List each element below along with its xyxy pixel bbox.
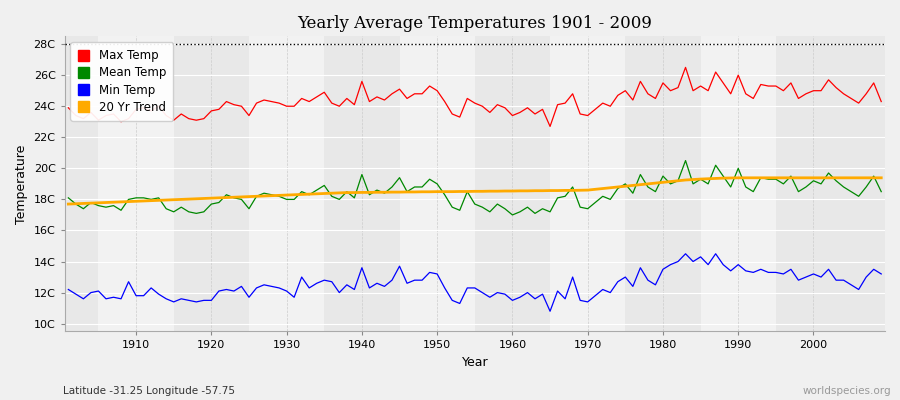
Min Temp [63,287,74,292]
Mean Temp [876,189,886,194]
Mean Temp [123,197,134,202]
Bar [98,36,174,332]
Mean Temp [63,196,74,200]
Min Temp [605,290,616,295]
Bar [550,36,626,332]
Max Temp [63,105,74,110]
Bar [700,36,776,332]
20 Yr Trend [876,176,886,180]
Min Temp [680,251,691,256]
20 Yr Trend [334,190,345,195]
Mean Temp [334,197,345,202]
Mean Temp [500,206,510,211]
Text: worldspecies.org: worldspecies.org [803,386,891,396]
20 Yr Trend [289,192,300,197]
Min Temp [334,290,345,295]
Line: Min Temp: Min Temp [68,254,881,311]
Max Temp [876,99,886,104]
20 Yr Trend [733,176,743,180]
Mean Temp [605,197,616,202]
20 Yr Trend [500,189,510,194]
Line: Max Temp: Max Temp [68,67,881,126]
Max Temp [334,104,345,109]
Min Temp [507,298,517,303]
Max Temp [500,105,510,110]
Text: Latitude -31.25 Longitude -57.75: Latitude -31.25 Longitude -57.75 [63,386,235,396]
Mean Temp [515,210,526,214]
Mean Temp [507,212,517,217]
Min Temp [123,279,134,284]
Y-axis label: Temperature: Temperature [15,144,28,224]
Max Temp [680,65,691,70]
Legend: Max Temp, Mean Temp, Min Temp, 20 Yr Trend: Max Temp, Mean Temp, Min Temp, 20 Yr Tre… [70,42,174,121]
Bar [400,36,475,332]
Min Temp [289,295,300,300]
Min Temp [500,292,510,296]
Min Temp [876,272,886,276]
X-axis label: Year: Year [462,356,488,369]
Bar [249,36,324,332]
Max Temp [123,116,134,121]
Mean Temp [289,197,300,202]
Line: 20 Yr Trend: 20 Yr Trend [68,178,881,204]
Max Temp [289,104,300,109]
20 Yr Trend [507,189,517,194]
20 Yr Trend [598,186,608,191]
Title: Yearly Average Temperatures 1901 - 2009: Yearly Average Temperatures 1901 - 2009 [297,15,652,32]
Max Temp [605,104,616,109]
Max Temp [507,113,517,118]
Mean Temp [680,158,691,163]
Min Temp [544,309,555,314]
20 Yr Trend [63,202,74,206]
Max Temp [544,124,555,129]
Line: Mean Temp: Mean Temp [68,160,881,215]
20 Yr Trend [123,199,134,204]
